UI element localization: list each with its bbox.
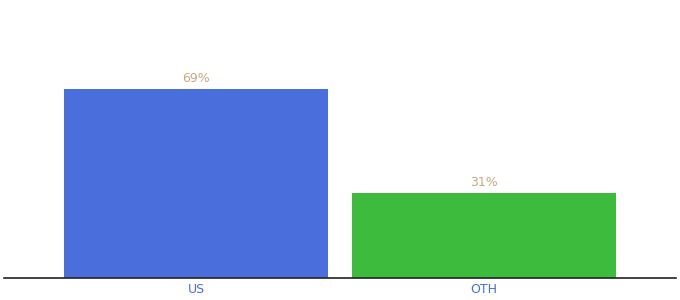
Bar bbox=[64, 89, 328, 278]
Text: 31%: 31% bbox=[470, 176, 498, 189]
Text: 69%: 69% bbox=[182, 72, 210, 85]
Bar bbox=[352, 193, 616, 278]
